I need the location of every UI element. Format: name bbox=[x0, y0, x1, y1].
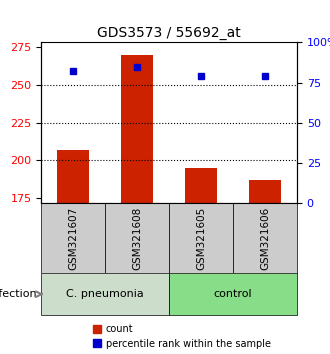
Text: C. pneumonia: C. pneumonia bbox=[66, 289, 144, 299]
FancyBboxPatch shape bbox=[41, 273, 169, 315]
FancyBboxPatch shape bbox=[41, 203, 105, 273]
Text: GSM321606: GSM321606 bbox=[260, 206, 270, 270]
Text: GSM321605: GSM321605 bbox=[196, 206, 206, 270]
Title: GDS3573 / 55692_at: GDS3573 / 55692_at bbox=[97, 26, 241, 40]
Bar bbox=[185, 168, 217, 203]
Text: infection: infection bbox=[0, 289, 36, 299]
Bar bbox=[249, 180, 281, 203]
FancyBboxPatch shape bbox=[233, 203, 297, 273]
FancyBboxPatch shape bbox=[169, 203, 233, 273]
Legend: count, percentile rank within the sample: count, percentile rank within the sample bbox=[88, 320, 275, 353]
Text: GSM321608: GSM321608 bbox=[132, 206, 142, 270]
FancyBboxPatch shape bbox=[105, 203, 169, 273]
Text: control: control bbox=[214, 289, 252, 299]
Text: GSM321607: GSM321607 bbox=[68, 206, 78, 270]
Bar bbox=[57, 150, 89, 203]
Bar bbox=[121, 55, 153, 203]
FancyBboxPatch shape bbox=[169, 273, 297, 315]
